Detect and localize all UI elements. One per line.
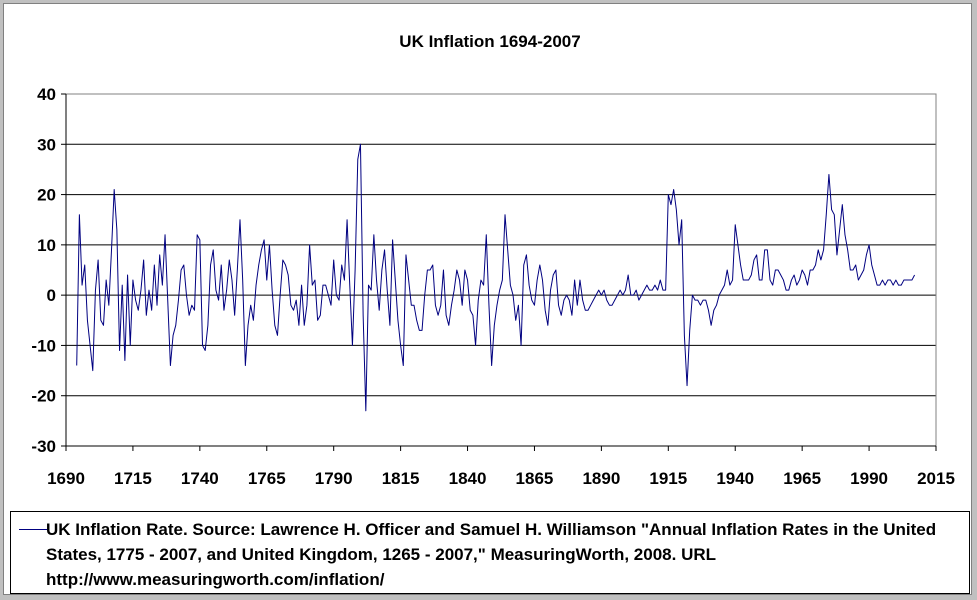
x-tick-label: 1915 — [649, 469, 687, 488]
x-tick-label: 2015 — [917, 469, 955, 488]
x-tick-label: 1865 — [516, 469, 554, 488]
chart-frame: UK Inflation 1694-2007 40 30 20 10 0 -10 -20 -3… — [3, 3, 972, 595]
y-tick-label: -30 — [31, 437, 56, 456]
plot-area — [65, 93, 937, 447]
legend: UK Inflation Rate. Source: Lawrence H. O… — [10, 511, 970, 594]
x-tick-label: 1765 — [248, 469, 286, 488]
line-chart: UK Inflation 1694-2007 40 30 20 10 0 -10 -20 -3… — [31, 32, 955, 488]
x-tick-label: 1940 — [716, 469, 754, 488]
chart-title: UK Inflation 1694-2007 — [399, 32, 580, 51]
y-tick-label: 30 — [37, 135, 56, 154]
x-tick-label: 1690 — [47, 469, 85, 488]
x-axis: 1690 1715 1740 1765 1790 1815 1840 1865 1890 1915… — [47, 445, 955, 488]
y-tick-label: 0 — [47, 286, 56, 305]
x-tick-label: 1715 — [114, 469, 152, 488]
gridlines — [66, 93, 936, 447]
legend-swatch — [19, 529, 47, 530]
series-layer — [76, 143, 916, 412]
x-tick-label: 1740 — [181, 469, 219, 488]
y-tick-label: 40 — [37, 85, 56, 104]
y-axis: 40 30 20 10 0 -10 -20 -30 — [31, 85, 67, 456]
y-tick-label: -10 — [31, 336, 56, 355]
x-tick-label: 1890 — [582, 469, 620, 488]
x-tick-label: 1840 — [449, 469, 487, 488]
y-tick-label: 10 — [37, 236, 56, 255]
x-tick-label: 1815 — [382, 469, 420, 488]
series-line-0 — [76, 143, 916, 412]
legend-entry: UK Inflation Rate. Source: Lawrence H. O… — [46, 520, 937, 589]
y-tick-label: -20 — [31, 387, 56, 406]
x-tick-label: 1990 — [850, 469, 888, 488]
x-tick-label: 1790 — [315, 469, 353, 488]
x-tick-label: 1965 — [783, 469, 821, 488]
y-tick-label: 20 — [37, 186, 56, 205]
